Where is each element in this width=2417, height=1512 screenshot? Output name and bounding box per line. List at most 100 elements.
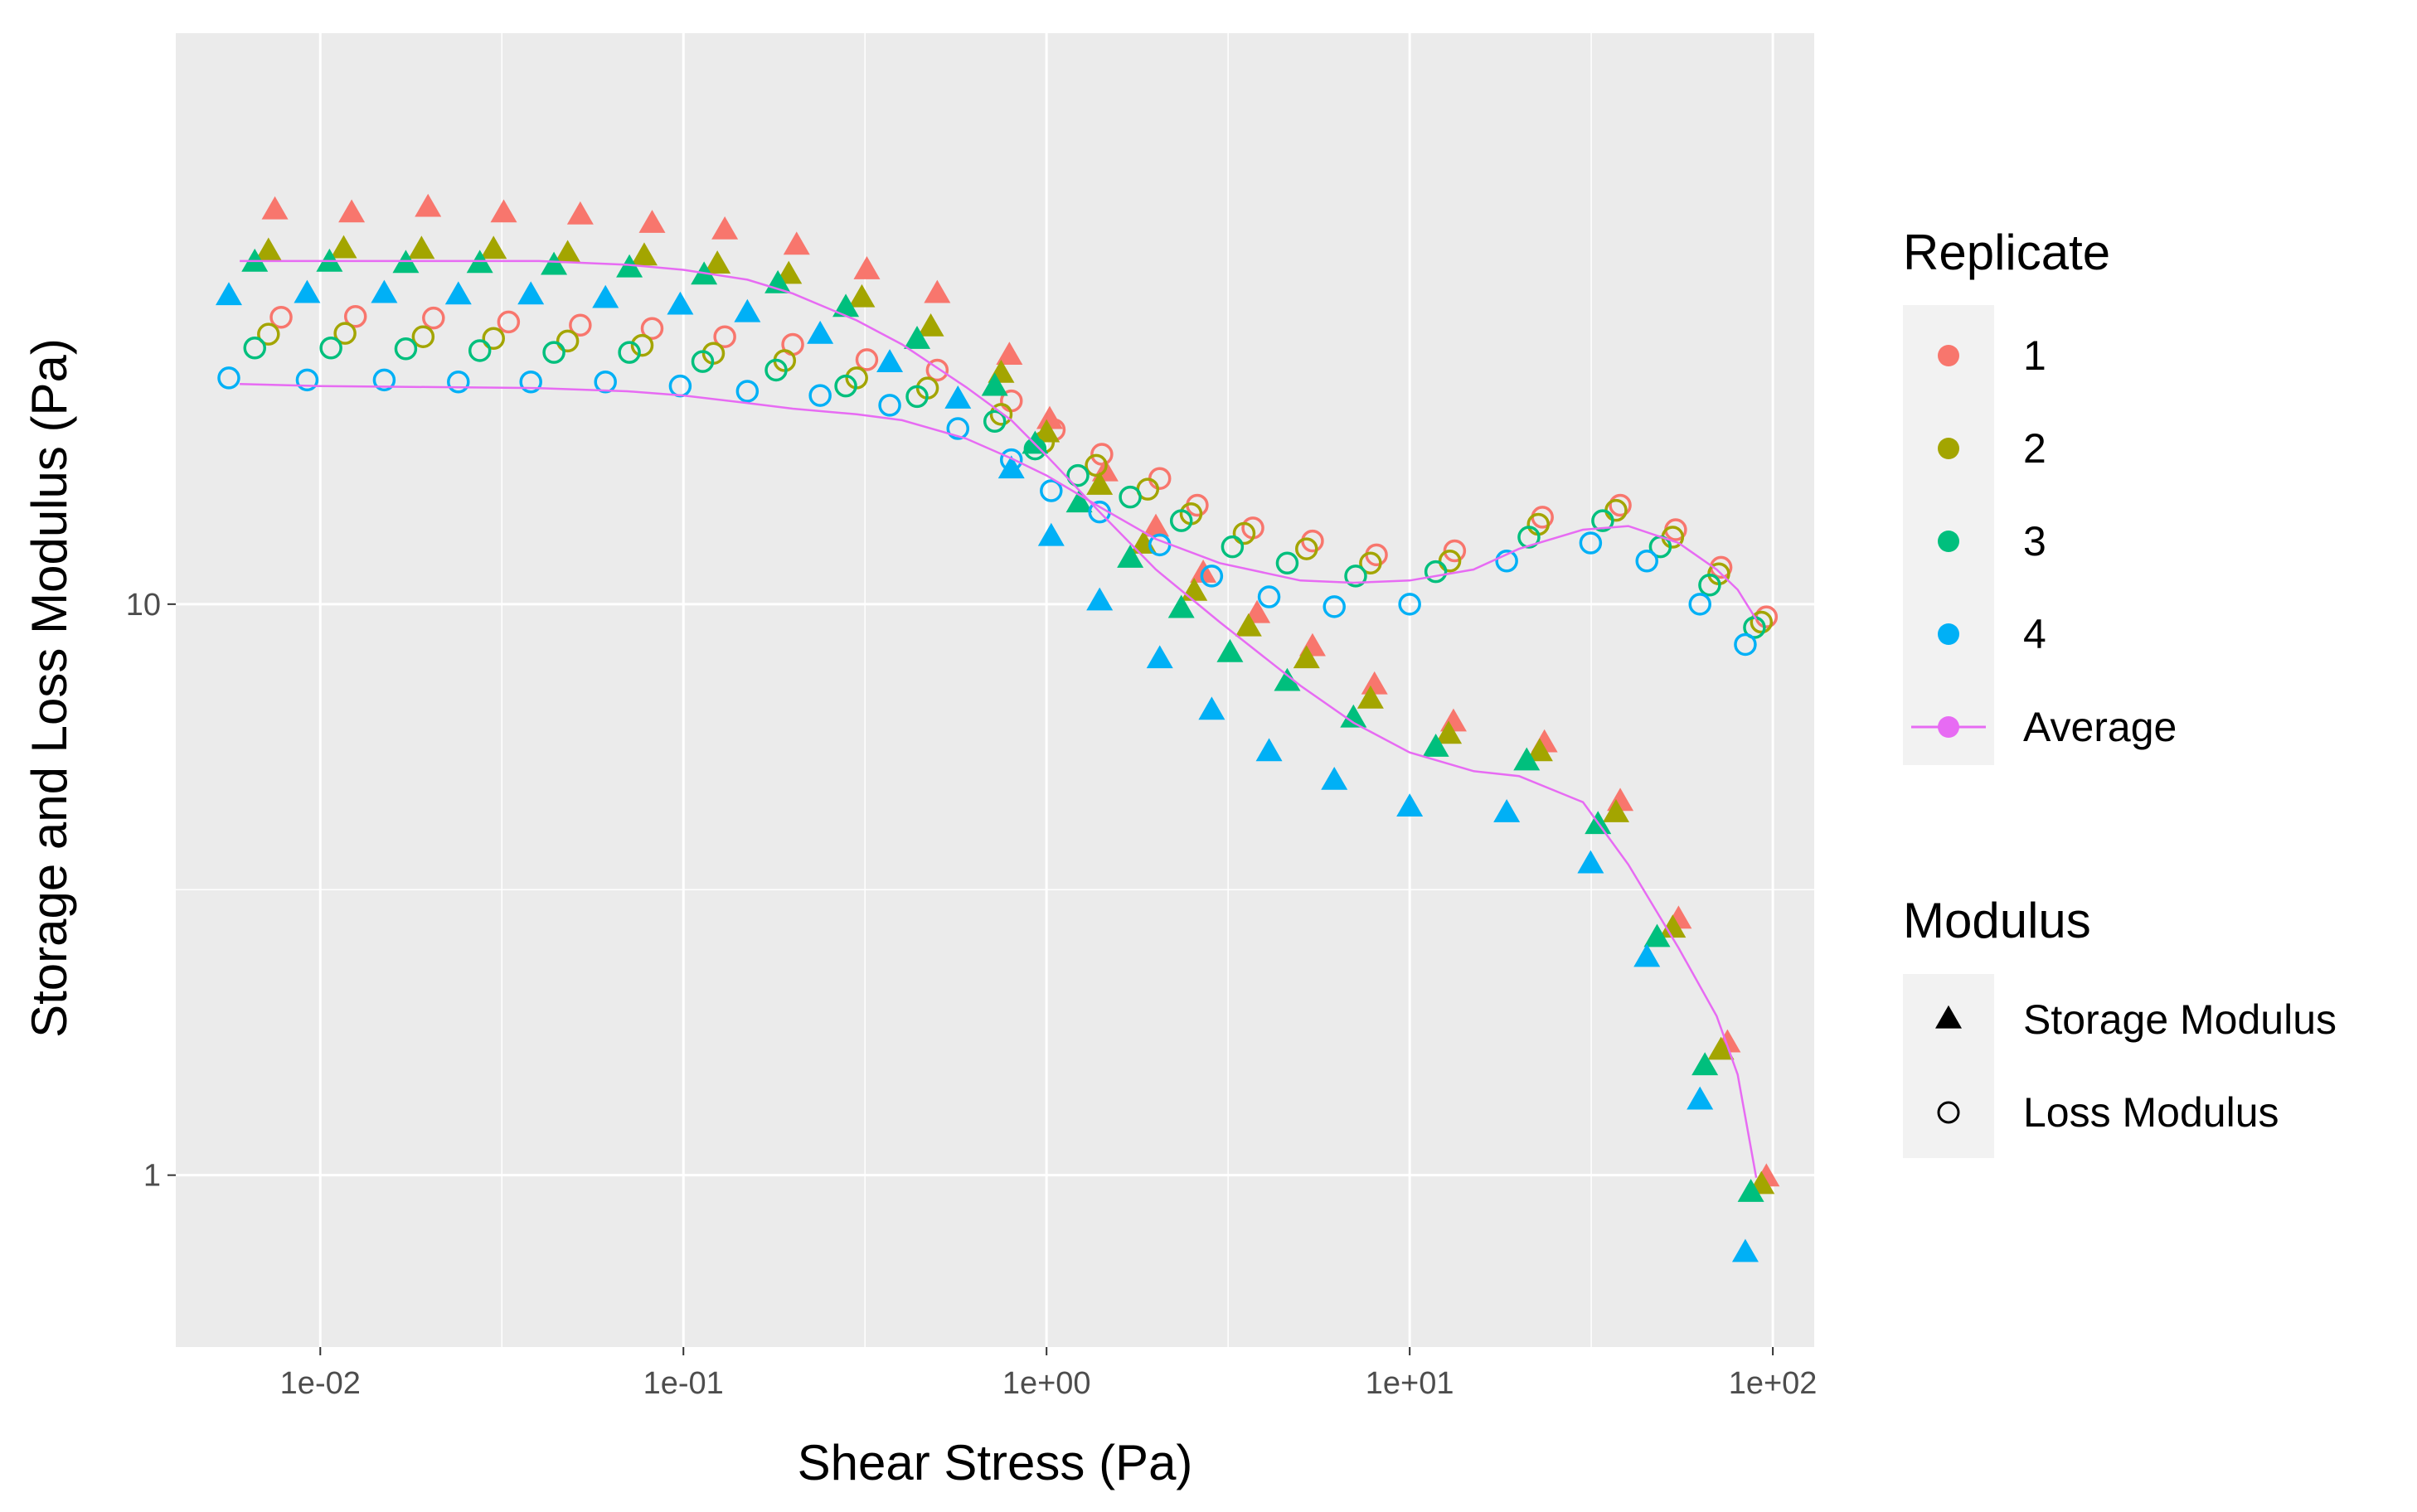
storage-modulus-point: [1235, 613, 1262, 637]
storage-modulus-point: [996, 342, 1023, 366]
loss-modulus-point: [808, 384, 832, 407]
storage-modulus-point: [1435, 720, 1463, 744]
storage-modulus-point: [338, 199, 366, 223]
loss-modulus-point: [1579, 531, 1603, 555]
storage-modulus-point: [981, 372, 1008, 396]
loss-modulus-point: [422, 306, 445, 330]
legend-item-average: Average: [1911, 704, 2177, 750]
loss-modulus-point: [372, 368, 396, 392]
storage-modulus-point: [1707, 1036, 1735, 1060]
legend-item-label: 4: [2023, 611, 2046, 657]
loss-modulus-point: [1040, 479, 1063, 502]
y-tick-label: 1: [143, 1159, 161, 1194]
legend-modulus-key-background: [1903, 974, 1994, 1158]
storage-modulus-point: [1216, 638, 1244, 662]
storage-modulus-point: [1643, 923, 1671, 947]
storage-modulus-point: [1687, 1086, 1714, 1110]
loss-modulus-point: [1295, 537, 1318, 560]
loss-modulus-point: [243, 336, 266, 360]
legend-circle-key: [1937, 1101, 1960, 1124]
loss-modulus-point: [834, 374, 857, 398]
loss-modulus-point: [1424, 560, 1448, 584]
loss-modulus-point: [556, 329, 580, 353]
storage-modulus-point: [408, 235, 435, 259]
storage-modulus-point: [917, 313, 944, 337]
loss-modulus-point: [519, 371, 542, 394]
loss-modulus-point: [905, 385, 929, 409]
storage-modulus-point: [490, 199, 517, 223]
storage-modulus-point: [1513, 747, 1541, 771]
loss-modulus-point: [411, 325, 435, 348]
loss-modulus-point: [1200, 565, 1224, 588]
loss-modulus-point: [1635, 550, 1658, 573]
loss-modulus-point: [1344, 565, 1367, 588]
loss-modulus-point: [1495, 550, 1518, 573]
loss-modulus-point: [1221, 535, 1245, 559]
loss-modulus-point: [1750, 610, 1774, 634]
storage-modulus-point: [1340, 704, 1367, 728]
loss-modulus-point: [1275, 551, 1299, 575]
storage-modulus-point: [924, 279, 951, 303]
legend-color-key: [1938, 623, 1959, 645]
loss-modulus-point: [764, 358, 788, 382]
loss-modulus-point: [1257, 585, 1281, 608]
loss-modulus-point: [735, 380, 760, 403]
grid: [176, 33, 1814, 1347]
storage-modulus-point: [1086, 472, 1114, 495]
loss-modulus-point: [269, 305, 293, 329]
storage-modulus-point: [1274, 667, 1301, 691]
storage-modulus-point: [711, 216, 739, 240]
loss-modulus-point: [1232, 521, 1256, 545]
storage-modulus-point: [566, 201, 594, 225]
x-tick-label: 1e+01: [1366, 1366, 1454, 1401]
series-replicate-3: [241, 248, 1766, 1202]
storage-modulus-point: [1526, 738, 1553, 762]
storage-modulus-point: [1357, 685, 1384, 709]
storage-modulus-point: [1022, 430, 1049, 454]
loss-modulus-point: [1688, 593, 1711, 616]
series-replicate-1: [261, 193, 1780, 1187]
average-storage-line: [240, 259, 1758, 1178]
loss-modulus-point: [319, 336, 342, 360]
x-tick-label: 1e-02: [280, 1366, 361, 1401]
storage-modulus-point: [1633, 943, 1661, 967]
loss-modulus-point: [925, 358, 949, 382]
loss-modulus-point: [855, 348, 879, 371]
storage-modulus-point: [261, 196, 289, 220]
legend-item-label: 1: [2023, 332, 2046, 379]
storage-modulus-point: [1117, 545, 1144, 568]
storage-modulus-point: [1396, 793, 1424, 817]
loss-modulus-point: [1169, 509, 1193, 532]
loss-modulus-point: [1443, 539, 1467, 563]
loss-modulus-point: [1698, 574, 1721, 597]
storage-modulus-point: [330, 235, 357, 259]
storage-modulus-point: [1321, 766, 1348, 790]
legend-item-storage-modulus: Storage Modulus: [1935, 996, 2337, 1043]
legend-modulus-items: Storage Modulus Loss Modulus: [1935, 996, 2337, 1136]
storage-modulus-point: [1577, 850, 1604, 874]
loss-modulus-point: [1734, 632, 1757, 657]
legend-item-label: 3: [2023, 518, 2046, 565]
storage-modulus-point: [667, 291, 694, 315]
loss-modulus-point: [1085, 453, 1108, 477]
loss-modulus-point: [447, 371, 470, 394]
storage-modulus-point: [832, 293, 860, 317]
series-replicate-4: [215, 279, 1759, 1262]
storage-modulus-point: [1033, 419, 1060, 443]
loss-modulus-point: [343, 305, 367, 328]
storage-modulus-point: [1422, 734, 1449, 757]
legend-item-label: Average: [2023, 704, 2177, 750]
legend-replicate-items: 1 2 3 4 Average: [1911, 332, 2177, 750]
storage-modulus-point: [1659, 914, 1687, 938]
loss-modulus-point: [1609, 493, 1632, 517]
storage-modulus-point: [1602, 799, 1629, 822]
storage-modulus-point: [734, 298, 761, 322]
storage-modulus-point: [997, 455, 1025, 479]
legend-color-key: [1938, 531, 1959, 552]
legend-item-2: 2: [1938, 425, 2046, 472]
loss-modulus-point: [394, 337, 418, 361]
legend-item-3: 3: [1938, 518, 2046, 565]
y-axis-title: Storage and Loss Modulus (Pa): [22, 338, 77, 1038]
storage-modulus-point: [255, 237, 282, 261]
legend-modulus-title: Modulus: [1903, 893, 2091, 948]
